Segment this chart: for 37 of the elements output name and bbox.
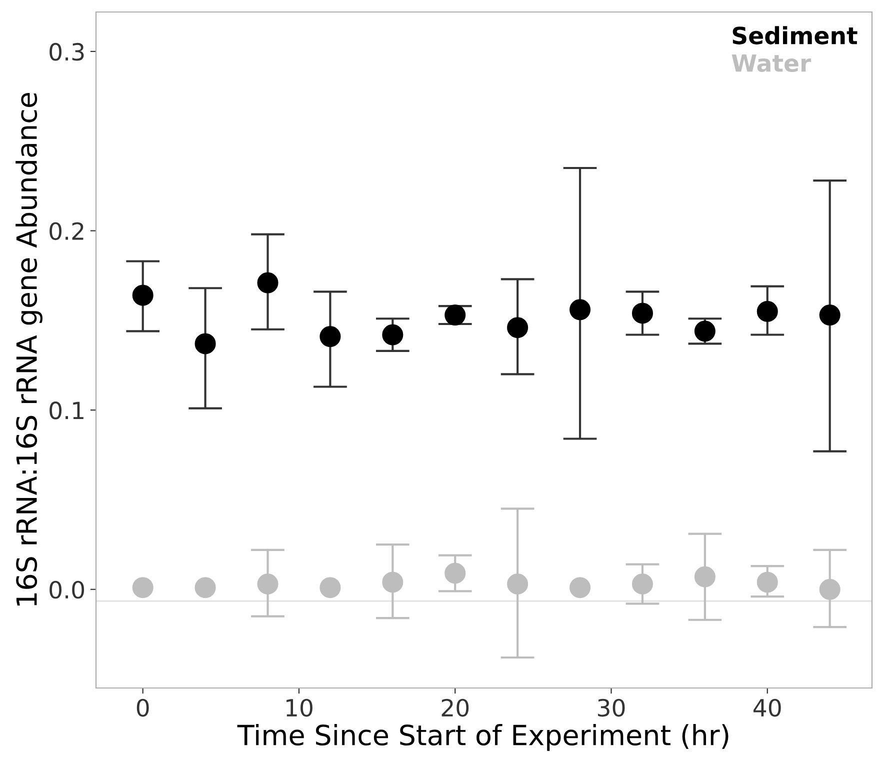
x-tick-label: 10 — [286, 698, 312, 717]
point — [132, 284, 154, 306]
point — [632, 573, 653, 595]
point — [257, 573, 278, 595]
x-axis-title: Time Since Start of Experiment (hr) — [237, 724, 728, 751]
text: Sediment — [732, 26, 858, 44]
point — [694, 566, 716, 588]
x-tick-label: 40 — [754, 698, 781, 717]
point — [819, 578, 840, 600]
point — [320, 577, 341, 598]
y-tick-label: 0.0 — [50, 580, 84, 599]
point — [819, 304, 840, 326]
x-tick-label: 20 — [442, 698, 469, 717]
y-tick-label: 0.3 — [50, 42, 84, 61]
x-tick-label: 30 — [598, 698, 625, 717]
text: Water — [732, 54, 812, 72]
point — [382, 324, 404, 346]
point — [257, 272, 278, 294]
y-tick-label: 0.2 — [50, 222, 84, 240]
point — [194, 577, 216, 598]
point — [694, 320, 716, 342]
point — [507, 317, 528, 338]
x-tick-label: 0 — [136, 698, 149, 717]
point — [507, 573, 528, 595]
point — [632, 302, 653, 324]
point — [444, 304, 466, 326]
point — [194, 333, 216, 354]
point — [570, 577, 591, 598]
point — [320, 326, 341, 348]
point — [382, 572, 404, 593]
point — [756, 300, 778, 322]
point — [570, 299, 591, 320]
point — [444, 562, 466, 584]
y-axis-title: 16S rRNA:16S rRNA gene Abundance — [16, 92, 42, 606]
y-tick-label: 0.1 — [50, 402, 84, 420]
point — [132, 577, 154, 598]
point — [756, 572, 778, 593]
